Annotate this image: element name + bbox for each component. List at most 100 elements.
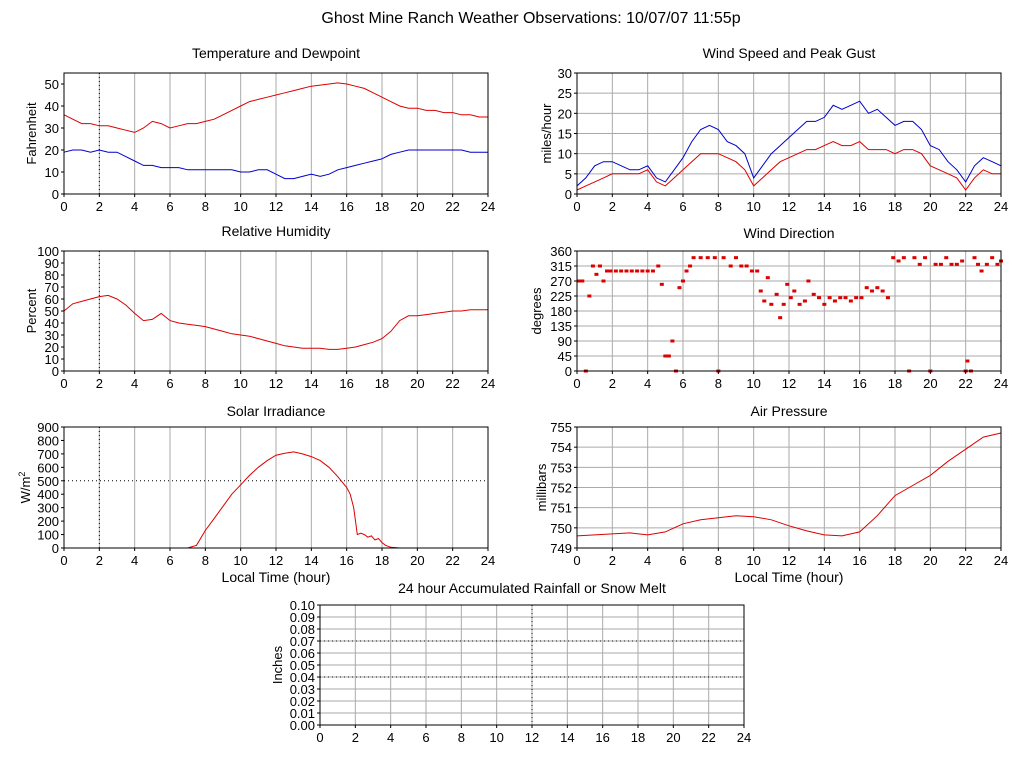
y-tick-label: 0.00	[290, 718, 315, 733]
data-point	[691, 256, 696, 260]
y-tick-label: 200	[37, 514, 59, 529]
x-tick-label: 6	[679, 376, 686, 391]
data-point	[755, 269, 760, 273]
direction-chart: 0 2 4 6 8 10 12 14 16 18 20 22 240459013518022527031…	[529, 225, 1008, 391]
y-tick-label: 50	[45, 304, 59, 319]
data-point	[778, 316, 783, 320]
x-tick-label: 0	[573, 376, 580, 391]
data-point	[590, 264, 595, 268]
y-tick-label: 0.09	[290, 610, 315, 625]
y-tick-label: 300	[37, 501, 59, 516]
data-point	[659, 282, 664, 286]
x-tick-label: 8	[202, 199, 209, 214]
data-point	[896, 259, 901, 263]
data-point	[645, 269, 650, 273]
x-tick-label: 4	[644, 199, 651, 214]
x-tick-label: 2	[609, 553, 616, 568]
x-tick-label: 2	[609, 376, 616, 391]
data-point	[698, 256, 703, 260]
y-tick-label: 900	[37, 420, 59, 435]
x-tick-label: 20	[923, 376, 937, 391]
series-line-0	[576, 100, 1002, 187]
x-tick-label: 20	[410, 553, 424, 568]
x-tick-label: 14	[817, 553, 831, 568]
data-point	[721, 256, 726, 260]
x-tick-label: 14	[560, 730, 574, 745]
x-tick-label: 4	[131, 376, 138, 391]
data-point	[875, 286, 880, 290]
data-point	[635, 269, 640, 273]
x-tick-label: 0	[573, 553, 580, 568]
data-point	[684, 269, 689, 273]
data-point	[774, 292, 779, 296]
rain-chart: 0 2 4 6 8 10 12 14 16 18 20 22 240.000.010.020.030.0…	[270, 580, 751, 745]
x-tick-label: 0	[60, 376, 67, 391]
x-tick-label: 20	[410, 199, 424, 214]
y-tick-label: 30	[45, 121, 59, 136]
y-tick-label: 40	[45, 316, 59, 331]
data-point	[576, 279, 581, 283]
chart-title: Wind Direction	[743, 225, 834, 241]
data-point	[670, 339, 675, 343]
data-point	[933, 262, 938, 266]
x-tick-label: 18	[375, 553, 389, 568]
x-tick-label: 10	[489, 730, 503, 745]
x-tick-label: 8	[202, 376, 209, 391]
y-tick-label: 25	[558, 86, 572, 101]
x-tick-label: 22	[958, 199, 972, 214]
y-tick-label: 30	[45, 328, 59, 343]
data-point	[587, 294, 592, 298]
y-tick-label: 10	[45, 352, 59, 367]
y-axis-label: degrees	[529, 287, 544, 334]
data-point	[832, 299, 837, 303]
y-tick-label: 754	[550, 440, 572, 455]
x-tick-label: 24	[994, 199, 1008, 214]
x-tick-label: 8	[715, 376, 722, 391]
x-tick-label: 0	[60, 553, 67, 568]
data-point	[594, 272, 599, 276]
x-tick-label: 6	[679, 199, 686, 214]
x-tick-label: 20	[666, 730, 680, 745]
data-point	[650, 269, 655, 273]
x-tick-label: 10	[233, 376, 247, 391]
data-point	[979, 269, 984, 273]
x-tick-label: 6	[679, 553, 686, 568]
data-point	[806, 279, 811, 283]
y-axis-label: Percent	[24, 288, 39, 333]
series-line-0	[63, 294, 488, 350]
chart-title: Relative Humidity	[222, 223, 331, 239]
y-tick-label: 749	[550, 541, 572, 556]
x-tick-label: 16	[339, 553, 353, 568]
x-tick-label: 24	[481, 376, 495, 391]
x-tick-label: 18	[375, 199, 389, 214]
y-tick-label: 180	[550, 304, 572, 319]
x-tick-label: 20	[410, 376, 424, 391]
y-tick-label: 135	[550, 319, 572, 334]
x-tick-label: 2	[609, 199, 616, 214]
data-point	[605, 269, 610, 273]
x-tick-label: 14	[304, 553, 318, 568]
x-tick-label: 22	[958, 376, 972, 391]
data-point	[811, 292, 816, 296]
data-point	[923, 256, 928, 260]
data-point	[765, 276, 770, 280]
y-axis-label-text: degrees	[529, 287, 544, 334]
y-tick-label: 400	[37, 487, 59, 502]
data-point	[677, 286, 682, 290]
x-tick-label: 6	[166, 199, 173, 214]
x-tick-label: 18	[631, 730, 645, 745]
x-tick-label: 10	[746, 553, 760, 568]
series-line-0	[576, 432, 1002, 537]
y-tick-label: 0.06	[290, 646, 315, 661]
y-tick-label: 0.08	[290, 622, 315, 637]
x-tick-label: 16	[852, 199, 866, 214]
data-point	[762, 299, 767, 303]
x-tick-label: 16	[852, 376, 866, 391]
data-point	[705, 256, 710, 260]
x-tick-label: 4	[131, 199, 138, 214]
y-tick-label: 0	[52, 187, 59, 202]
data-point	[781, 302, 786, 306]
data-point	[597, 264, 602, 268]
